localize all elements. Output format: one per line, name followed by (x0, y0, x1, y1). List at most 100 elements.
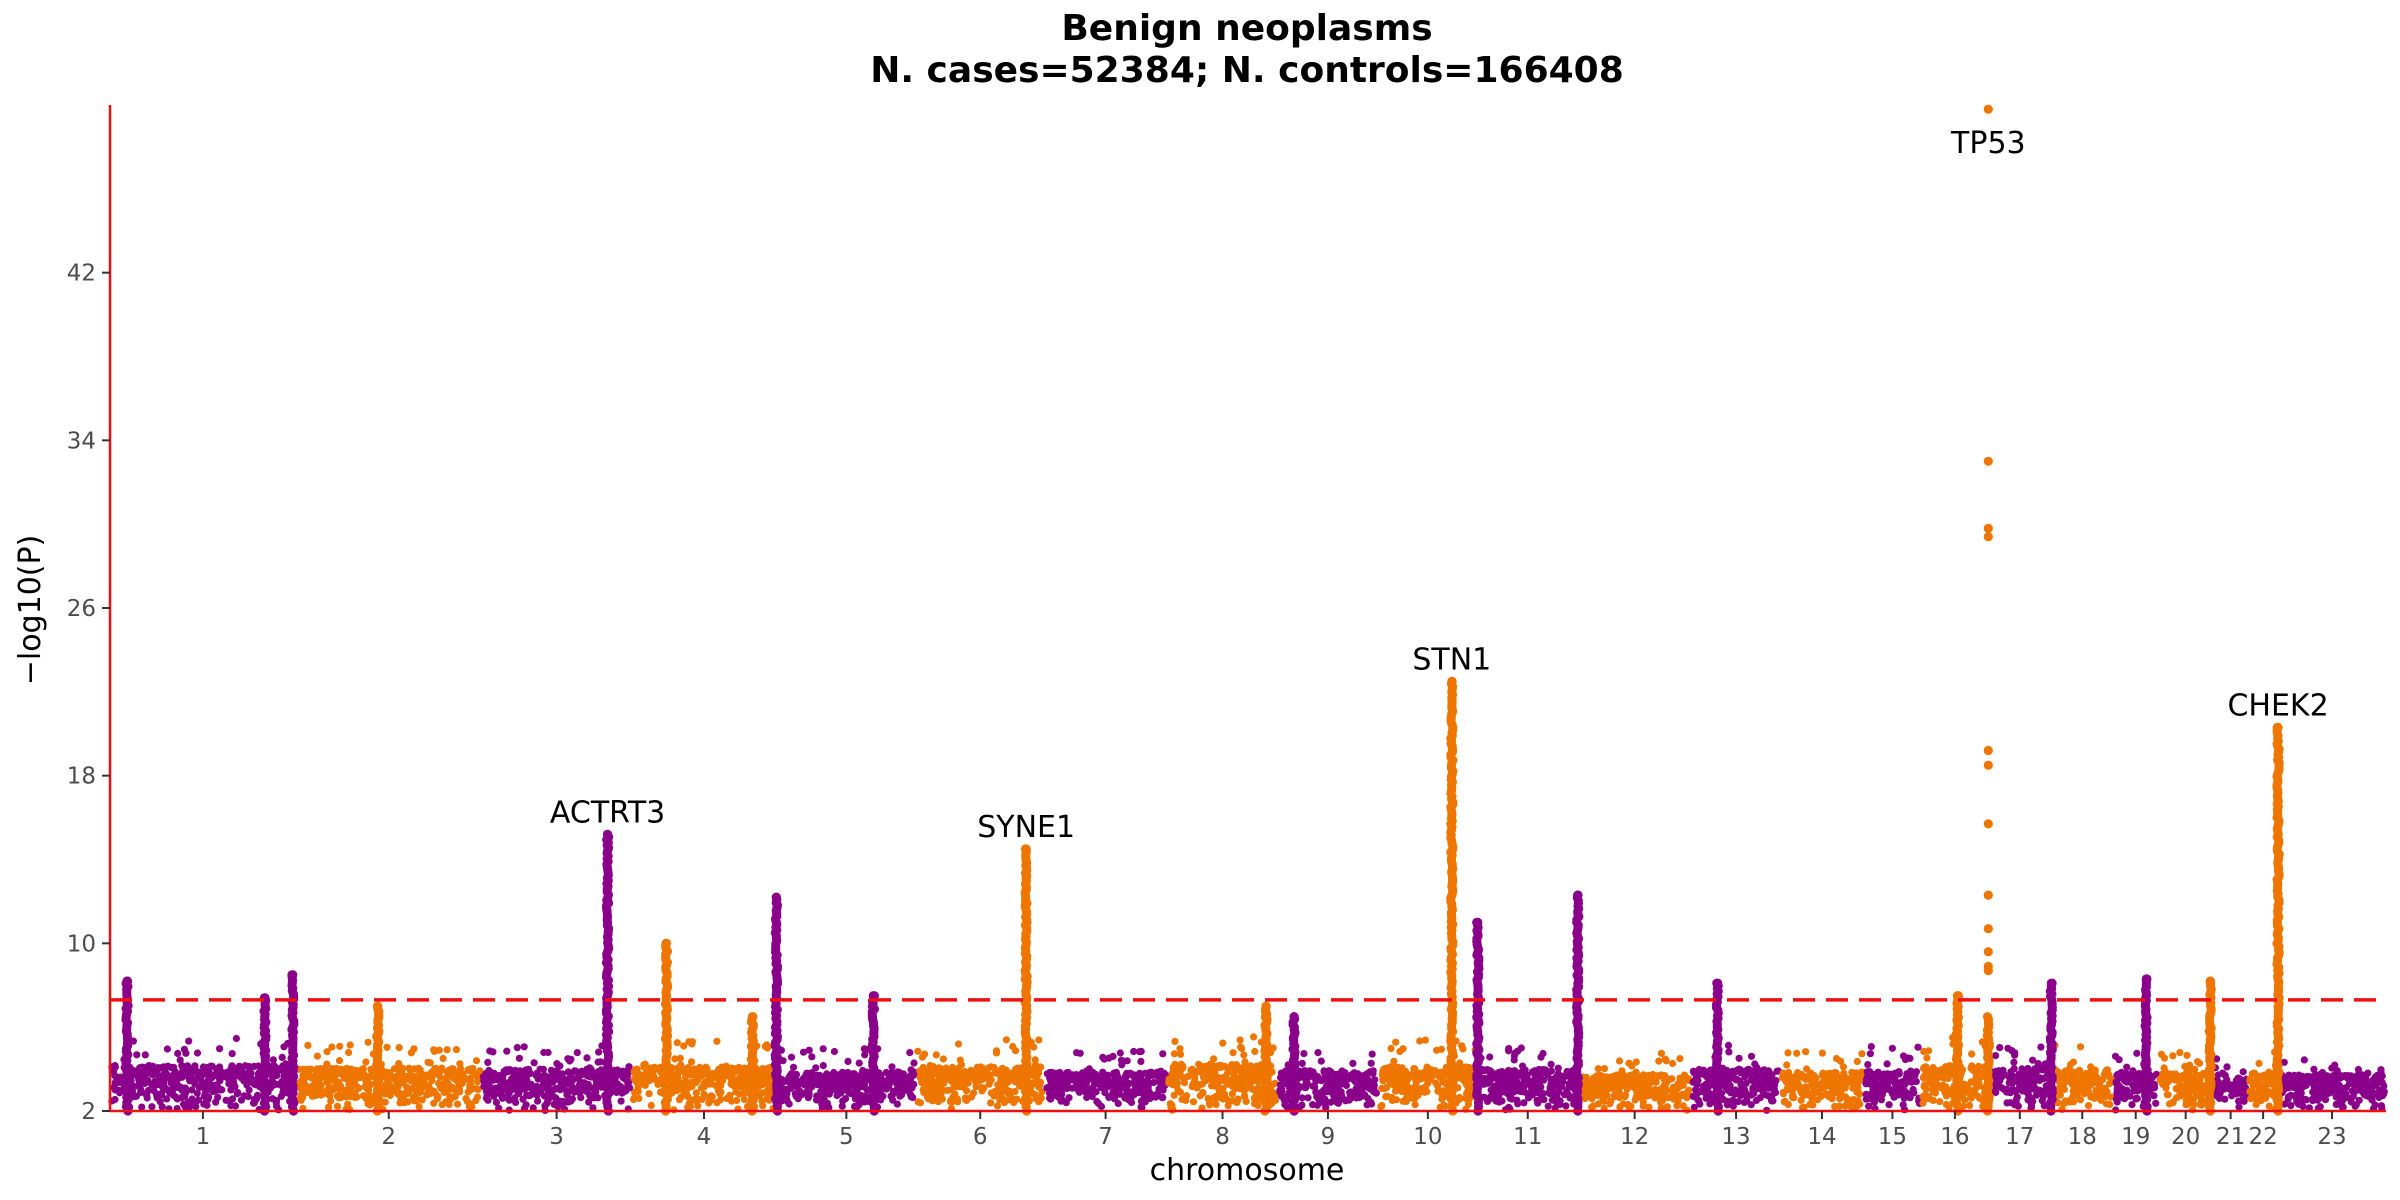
snp-point (1835, 1078, 1843, 1086)
snp-point (622, 1085, 631, 1093)
chromosome-8-points (1165, 1033, 1280, 1114)
snp-point (1231, 1076, 1239, 1084)
snp-point (1535, 1083, 1543, 1091)
snp-point (405, 1089, 413, 1097)
snp-point (1248, 1069, 1256, 1077)
snp-point (298, 1078, 306, 1086)
snp-point (1922, 1085, 1930, 1093)
snp-point (1929, 1082, 1937, 1090)
snp-point (176, 1056, 184, 1064)
snp-point (214, 1093, 222, 1101)
snp-point (1899, 1052, 1908, 1060)
snp-point (2036, 1086, 2044, 1094)
snp-point (347, 1065, 355, 1073)
snp-point (346, 1077, 354, 1085)
snp-point (2076, 1087, 2084, 1095)
snp-point (1899, 1101, 1907, 1109)
snp-point (192, 1098, 200, 1106)
snp-point (1457, 1063, 1465, 1071)
snp-point (515, 1054, 524, 1062)
snp-point (1510, 1088, 1518, 1096)
snp-point (1280, 1069, 1288, 1077)
snp-point (335, 1085, 343, 1093)
snp-point (1437, 1068, 1445, 1076)
snp-point (1037, 1063, 1045, 1071)
snp-point (759, 1076, 767, 1084)
snp-point (1854, 1097, 1862, 1105)
snp-point (357, 1066, 365, 1074)
snp-point (1317, 1057, 1325, 1065)
snp-point (1002, 1036, 1011, 1044)
snp-point (490, 1092, 498, 1100)
snp-point (1685, 1086, 1693, 1094)
chromosome-18-points (2049, 1041, 2115, 1113)
snp-point (181, 1084, 189, 1092)
snp-point (1417, 1074, 1425, 1082)
snp-point (1773, 1067, 1781, 1075)
snp-point (415, 1103, 423, 1111)
snp-point (442, 1077, 450, 1085)
snp-point (594, 1058, 602, 1066)
snp-point (1865, 1077, 1873, 1085)
snp-point (1411, 1101, 1419, 1109)
snp-point (1600, 1065, 1609, 1073)
snp-point (1424, 1079, 1432, 1087)
snp-point (1694, 1096, 1702, 1104)
snp-point (1228, 1090, 1236, 1098)
snp-point (625, 1063, 633, 1071)
snp-point (1759, 1081, 1767, 1089)
snp-point (201, 1064, 209, 1073)
snp-point (1110, 1095, 1119, 1103)
snp-point (906, 1049, 914, 1057)
snp-point (1814, 1088, 1822, 1096)
snp-point (1241, 1058, 1249, 1066)
snp-point (1176, 1050, 1185, 1058)
snp-point (1858, 1050, 1866, 1058)
snp-point (587, 1091, 595, 1099)
snp-point (1814, 1096, 1822, 1104)
snp-point (1925, 1076, 1933, 1084)
snp-point (193, 1089, 201, 1097)
snp-point (1906, 1054, 1914, 1062)
snp-point (1537, 1074, 1545, 1083)
snp-point (149, 1080, 157, 1088)
snp-point (2016, 1080, 2024, 1088)
snp-point (1239, 1064, 1247, 1072)
snp-point (566, 1057, 574, 1065)
snp-point (1011, 1087, 1019, 1096)
snp-point (1961, 1086, 1969, 1094)
chromosome-7-points (1043, 1047, 1170, 1112)
snp-point (534, 1097, 542, 1105)
snp-point (346, 1041, 354, 1049)
snp-point (1208, 1082, 1216, 1090)
snp-point (1063, 1073, 1071, 1082)
snp-point (2186, 1061, 2194, 1069)
snp-point (694, 1068, 702, 1076)
snp-point (278, 1053, 286, 1061)
snp-point (1130, 1090, 1138, 1099)
snp-point (585, 1098, 593, 1106)
snp-point (1929, 1088, 1937, 1096)
snp-point (918, 1053, 927, 1061)
snp-point (1645, 1103, 1653, 1111)
snp-point (2190, 1100, 2198, 1108)
snp-point (759, 1065, 767, 1073)
snp-point (2191, 1065, 2199, 1073)
snp-point (694, 1102, 702, 1110)
snp-point (499, 1079, 507, 1088)
snp-point (1166, 1100, 1174, 1108)
snp-point (1878, 1091, 1886, 1099)
snp-point (1170, 1091, 1178, 1099)
snp-point (383, 1043, 391, 1051)
snp-point (640, 1063, 648, 1071)
snp-point (2105, 1071, 2113, 1079)
snp-point (499, 1094, 507, 1102)
snp-point (351, 1093, 359, 1102)
snp-point (582, 1069, 590, 1077)
chromosome-10-points (1377, 1036, 1480, 1113)
snp-point (218, 1073, 226, 1081)
snp-point (1783, 1061, 1791, 1069)
snp-point (1094, 1099, 1103, 1108)
snp-point (2234, 1085, 2242, 1093)
snp-point (503, 1047, 511, 1055)
